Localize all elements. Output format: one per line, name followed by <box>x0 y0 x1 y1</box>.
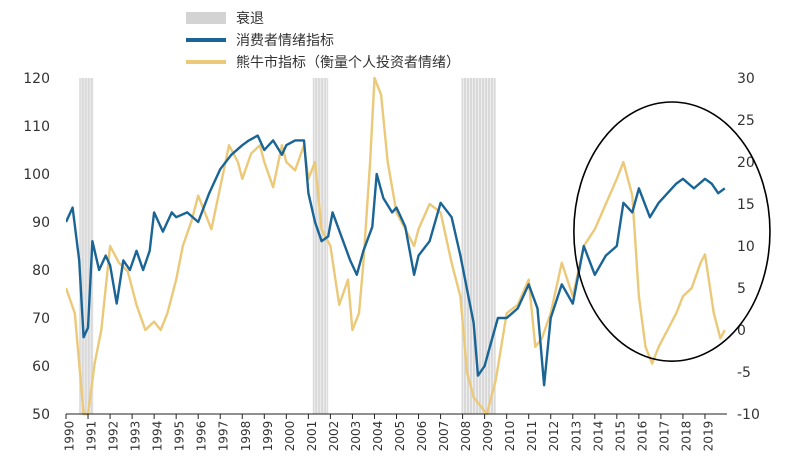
y-right-tick-label: 0 <box>737 323 746 339</box>
x-tick-label: 1991 <box>85 421 99 452</box>
y-right-tick-label: -10 <box>737 407 760 423</box>
x-tick-label: 1990 <box>63 421 77 452</box>
highlight-ellipse <box>573 101 771 363</box>
legend-label: 熊牛市指标（衡量个人投资者情绪） <box>236 54 460 71</box>
x-tick-label: 2001 <box>305 421 319 452</box>
y-left-tick-label: 80 <box>32 263 50 279</box>
x-tick-label: 2003 <box>349 421 363 452</box>
x-tick-label: 1998 <box>239 421 253 452</box>
x-tick-label: 2012 <box>547 421 561 452</box>
x-tick-label: 2017 <box>657 421 671 452</box>
y-right-tick-label: 5 <box>737 281 746 297</box>
bull-bear-indicator-line <box>66 76 726 416</box>
x-tick-label: 2007 <box>437 421 451 452</box>
x-tick-label: 2002 <box>327 421 341 452</box>
y-left-tick-label: 90 <box>32 215 50 231</box>
y-left-tick-label: 60 <box>32 359 50 375</box>
recession-bands <box>79 78 496 414</box>
x-tick-label: 2014 <box>591 421 605 452</box>
x-tick-label: 2016 <box>635 421 649 452</box>
y-left-tick-label: 100 <box>23 167 50 183</box>
y-right-tick-label: 20 <box>737 155 755 171</box>
legend-swatch-recession <box>186 12 226 24</box>
legend-label: 衰退 <box>236 10 264 27</box>
x-tick-label: 2008 <box>459 421 473 452</box>
x-tick-label: 1994 <box>151 421 165 452</box>
series-lines <box>66 76 726 416</box>
y-left-tick-label: 110 <box>23 119 50 135</box>
x-tick-label: 2004 <box>371 421 385 452</box>
legend-label: 消费者情绪指标 <box>236 33 334 49</box>
x-tick-label: 1993 <box>129 421 143 452</box>
y-left-tick-label: 50 <box>32 407 50 423</box>
x-tick-label: 1992 <box>107 421 121 452</box>
y-right-tick-label: 30 <box>737 71 755 87</box>
consumer-sentiment-line <box>66 134 726 387</box>
x-tick-label: 1997 <box>217 421 231 452</box>
y-left-tick-label: 120 <box>23 71 50 87</box>
x-tick-label: 2019 <box>701 421 715 452</box>
x-tick-label: 1995 <box>173 421 187 452</box>
x-tick-label: 1996 <box>195 421 209 452</box>
x-tick-label: 2006 <box>415 421 429 452</box>
y-left-tick-label: 70 <box>32 311 50 327</box>
y-right-tick-label: 15 <box>737 197 755 213</box>
y-right-tick-label: 25 <box>737 113 755 129</box>
x-tick-label: 1999 <box>261 421 275 452</box>
x-tick-label: 2018 <box>679 421 693 452</box>
x-tick-label: 2009 <box>481 421 495 452</box>
x-tick-label: 2010 <box>503 421 517 452</box>
x-tick-label: 2013 <box>569 421 583 452</box>
x-tick-label: 2005 <box>393 421 407 452</box>
x-tick-label: 2011 <box>525 421 539 452</box>
x-tick-label: 2000 <box>283 421 297 452</box>
y-right-tick-label: 10 <box>737 239 755 255</box>
x-tick-label: 2015 <box>613 421 627 452</box>
axes: 50 60 70 80 90 100 110 120 -10 -5 0 5 10 15 20 25 30 1990… <box>23 71 760 451</box>
annotation <box>573 101 771 363</box>
y-right-tick-label: -5 <box>737 365 751 381</box>
